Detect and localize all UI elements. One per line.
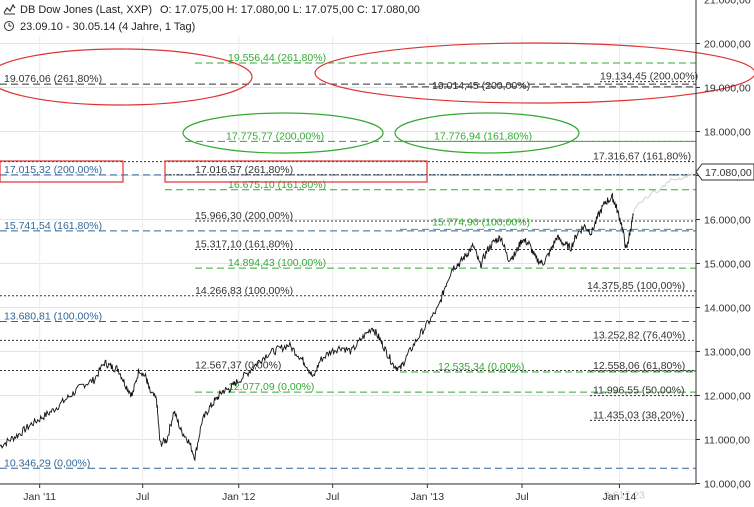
price-line-extension (633, 172, 693, 213)
highlight-rect (0, 160, 124, 183)
fib-level-label: 17.015,32 (200,00%) (4, 164, 102, 176)
x-tick-label: Jan '14 (603, 491, 637, 503)
line-chart-icon (3, 3, 16, 15)
x-tick-label: Jul (136, 491, 149, 503)
highlight-ellipse (0, 48, 253, 106)
chart-header: DB Dow Jones (Last, XXP) O: 17.075,00 H:… (3, 3, 420, 33)
y-tick-label: 19.000,00 (704, 83, 751, 95)
x-tick-label: Jan '11 (23, 491, 56, 503)
fib-level-label: 9.617,23 (604, 489, 645, 501)
y-tick-label: 20.000,00 (704, 39, 751, 51)
clock-icon (4, 21, 14, 31)
y-tick-label: 14.000,00 (704, 303, 751, 315)
fib-level-label: 12.535,34 (0,00%) (438, 361, 524, 373)
fib-level-label: 13.252,82 (76,40%) (593, 329, 685, 341)
y-tick-label: 10.000,00 (704, 479, 751, 491)
ohlc-values: O: 17.075,00 H: 17.080,00 L: 17.075,00 C… (160, 4, 420, 16)
fib-level-label: 10.346,29 (0,00%) (4, 457, 90, 469)
fib-level-label: 17.016,57 (261,80%) (195, 164, 293, 176)
fib-level-label: 12.567,37 (0,00%) (195, 360, 281, 372)
x-tick-label: Jan '12 (222, 491, 256, 503)
fib-level-label: 11.996,55 (50,00%) (593, 385, 684, 397)
fib-level-label: 19.134,45 (200,00%) (600, 71, 698, 83)
fib-level-label: 16.675,10 (161,80%) (228, 179, 326, 191)
fib-level-label: 15.774,90 (100,00%) (432, 216, 530, 228)
fib-level-label: 13.680,81 (100,00%) (4, 311, 102, 323)
x-tick-label: Jan '13 (411, 491, 445, 503)
highlight-rect (164, 160, 428, 183)
highlight-ellipse (314, 42, 754, 104)
y-tick-label: 16.000,00 (704, 215, 751, 227)
price-series (0, 172, 693, 462)
y-tick-label: 11.000,00 (704, 435, 750, 447)
y-tick-label: 12.000,00 (704, 391, 751, 403)
fib-level-label: 17.775,77 (200,00%) (226, 130, 324, 142)
price-line (0, 192, 634, 462)
last-price-tag (695, 163, 754, 181)
fib-level-label: 11.435,03 (38,20%) (593, 409, 684, 421)
highlight-shapes (0, 42, 754, 183)
last-price-label: 17.080,00 (705, 167, 752, 179)
fib-level-label: 19.076,06 (261,80%) (4, 73, 102, 85)
fib-level-label: 19.014,45 (200,00%) (432, 80, 530, 92)
x-tick-label: Jul (515, 491, 528, 503)
y-tick-label: 18.000,00 (704, 127, 751, 139)
fib-level-label: 15.317,10 (161,80%) (195, 239, 293, 251)
y-tick-label: 13.000,00 (704, 347, 751, 359)
fib-level-label: 15.741,54 (161,80%) (4, 220, 102, 232)
fib-level-label: 12.558,06 (61,80%) (593, 360, 685, 372)
fib-level-label: 17.776,94 (161,80%) (434, 130, 532, 142)
fib-level-label: 12.077,09 (0,00%) (228, 381, 314, 393)
highlight-ellipse (182, 112, 384, 154)
fib-level-label: 14.894,43 (100,00%) (228, 257, 326, 269)
date-range: 23.09.10 - 30.05.14 (4 Jahre, 1 Tag) (20, 21, 195, 33)
chart-title: DB Dow Jones (Last, XXP) (20, 4, 152, 16)
y-tick-label: 15.000,00 (704, 259, 751, 271)
fib-level-label: 14.266,83 (100,00%) (195, 285, 293, 297)
fib-level-label: 15.966,30 (200,00%) (195, 210, 293, 222)
highlight-ellipse (394, 112, 580, 154)
fib-level-label: 17.316,67 (161,80%) (593, 151, 691, 163)
x-tick-label: Jul (326, 491, 339, 503)
fib-level-label: 19.556,44 (261,80%) (228, 52, 326, 64)
fib-level-label: 14.375,85 (100,00%) (587, 280, 685, 292)
y-tick-label-top: 21.000,00 (704, 0, 751, 7)
fibonacci-levels: 19.556,44 (261,80%) 19.076,06 (261,80%) 19… (0, 52, 698, 501)
